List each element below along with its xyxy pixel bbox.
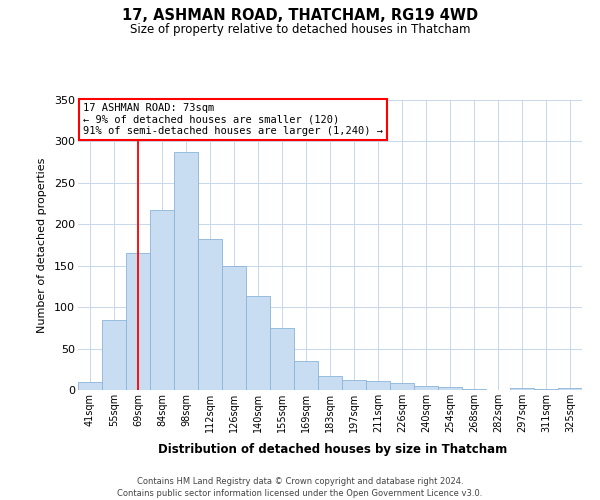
Bar <box>150 210 174 390</box>
Bar <box>318 376 342 390</box>
Bar <box>222 266 246 390</box>
Text: Distribution of detached houses by size in Thatcham: Distribution of detached houses by size … <box>158 442 508 456</box>
Text: Contains public sector information licensed under the Open Government Licence v3: Contains public sector information licen… <box>118 489 482 498</box>
Bar <box>246 296 270 390</box>
Text: Size of property relative to detached houses in Thatcham: Size of property relative to detached ho… <box>130 22 470 36</box>
Bar <box>534 389 558 390</box>
Bar <box>174 152 198 390</box>
Bar <box>414 386 438 390</box>
Bar <box>78 382 102 390</box>
Bar <box>270 328 294 390</box>
Bar <box>510 388 534 390</box>
Bar <box>390 382 414 390</box>
Text: 17, ASHMAN ROAD, THATCHAM, RG19 4WD: 17, ASHMAN ROAD, THATCHAM, RG19 4WD <box>122 8 478 22</box>
Text: 17 ASHMAN ROAD: 73sqm
← 9% of detached houses are smaller (120)
91% of semi-deta: 17 ASHMAN ROAD: 73sqm ← 9% of detached h… <box>83 103 383 136</box>
Bar <box>462 389 486 390</box>
Text: Contains HM Land Registry data © Crown copyright and database right 2024.: Contains HM Land Registry data © Crown c… <box>137 478 463 486</box>
Y-axis label: Number of detached properties: Number of detached properties <box>37 158 47 332</box>
Bar <box>366 381 390 390</box>
Bar <box>294 361 318 390</box>
Bar <box>126 254 150 390</box>
Bar <box>102 320 126 390</box>
Bar <box>342 380 366 390</box>
Bar <box>198 239 222 390</box>
Bar <box>438 386 462 390</box>
Bar <box>558 388 582 390</box>
